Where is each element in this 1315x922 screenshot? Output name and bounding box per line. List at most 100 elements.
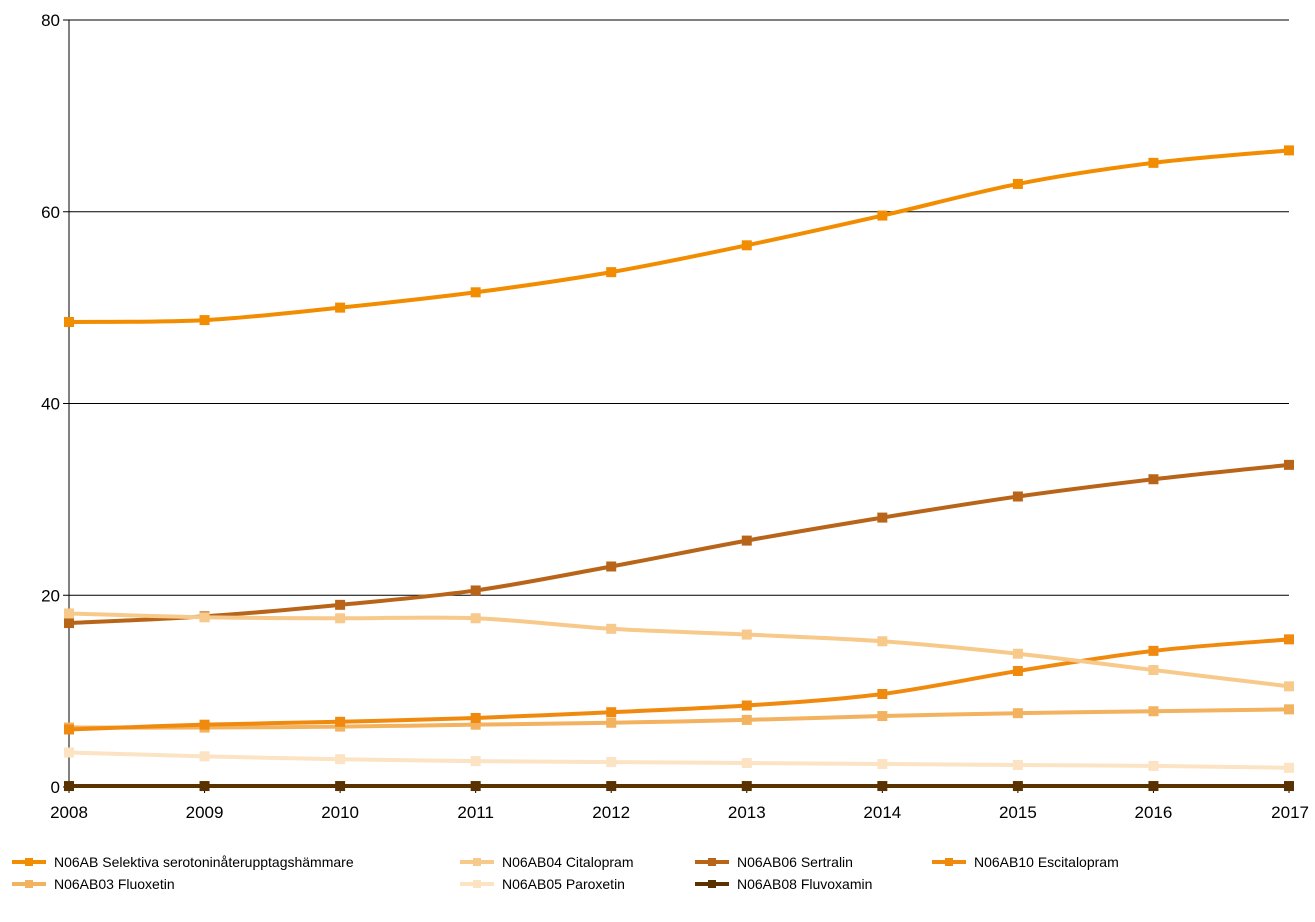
grid-lines	[69, 19, 1289, 596]
data-point	[335, 302, 346, 313]
data-point	[1148, 781, 1159, 792]
series-6	[64, 781, 1294, 792]
data-point	[64, 781, 74, 792]
data-point	[1148, 474, 1159, 485]
x-tick-label: 2008	[50, 803, 88, 822]
legend-marker	[708, 880, 716, 888]
data-point	[741, 700, 752, 711]
y-tick-label: 40	[41, 395, 60, 414]
legend-marker	[473, 858, 481, 866]
data-point	[1284, 634, 1294, 645]
legend-item: N06AB05 Paroxetin	[460, 876, 625, 892]
data-point	[335, 599, 346, 610]
data-point	[64, 724, 74, 735]
series-0	[64, 145, 1294, 328]
data-point	[877, 512, 888, 523]
series-line	[67, 637, 1291, 732]
legend-item: N06AB04 Citalopram	[460, 854, 634, 870]
y-tick-label: 80	[41, 11, 60, 30]
data-point	[335, 613, 346, 624]
data-point	[470, 719, 481, 730]
legend-label: N06AB04 Citalopram	[502, 854, 634, 870]
x-tick-label: 2010	[321, 803, 359, 822]
x-tick-label: 2015	[999, 803, 1037, 822]
legend-label: N06AB08 Fluvoxamin	[737, 876, 872, 892]
data-point	[877, 689, 888, 700]
x-tick-label: 2017	[1271, 803, 1309, 822]
data-point	[470, 712, 481, 723]
legend-label: N06AB03 Fluoxetin	[54, 876, 175, 892]
legend-marker	[945, 858, 953, 866]
data-point	[741, 758, 752, 769]
data-point	[1148, 157, 1159, 168]
data-point	[741, 781, 752, 792]
y-tick-label: 60	[41, 203, 60, 222]
series-line	[67, 148, 1291, 325]
axes: 0 20 40 60 80 2008 2009 2010 2011 2012 2013 2014 201…	[41, 11, 1309, 822]
data-point	[606, 623, 617, 634]
x-tick-label: 2011	[457, 803, 494, 822]
data-point	[1284, 704, 1294, 715]
data-point	[741, 535, 752, 546]
legend-label: N06AB10 Escitalopram	[974, 854, 1119, 870]
data-point	[199, 781, 210, 792]
series-line	[67, 462, 1291, 626]
data-point	[199, 612, 210, 623]
data-point	[1148, 706, 1159, 717]
data-point	[877, 758, 888, 769]
legend-item: N06AB06 Sertralin	[695, 854, 853, 870]
data-point	[1148, 760, 1159, 771]
data-point	[877, 711, 888, 722]
data-point	[64, 618, 74, 629]
data-point	[1284, 781, 1294, 792]
legend-item: N06AB08 Fluvoxamin	[695, 876, 872, 892]
series-lines	[64, 145, 1294, 792]
data-point	[606, 707, 617, 718]
x-tick-label: 2013	[728, 803, 766, 822]
data-point	[1012, 759, 1023, 770]
x-tick-label: 2014	[863, 803, 901, 822]
y-tick-label: 0	[51, 778, 60, 797]
data-point	[606, 561, 617, 572]
legend-item: N06AB03 Fluoxetin	[12, 876, 175, 892]
data-point	[335, 754, 346, 765]
data-point	[1284, 459, 1294, 470]
data-point	[606, 757, 617, 768]
data-point	[606, 717, 617, 728]
data-point	[1012, 491, 1023, 502]
data-point	[470, 756, 481, 767]
x-tick-label: 2009	[186, 803, 224, 822]
series-line	[67, 750, 1291, 770]
data-point	[470, 781, 481, 792]
legend-marker	[25, 880, 33, 888]
data-point	[64, 317, 74, 328]
data-point	[335, 781, 346, 792]
data-point	[1284, 681, 1294, 692]
legend-label: N06AB Selektiva serotoninåterupptagshämm…	[54, 854, 354, 870]
data-point	[1284, 145, 1294, 156]
data-point	[606, 781, 617, 792]
data-point	[64, 608, 74, 619]
legend-marker	[708, 858, 716, 866]
series-2	[64, 459, 1294, 629]
series-1	[64, 608, 1294, 692]
data-point	[1012, 665, 1023, 676]
legend: N06AB Selektiva serotoninåterupptagshämm…	[12, 854, 1119, 892]
data-point	[1148, 645, 1159, 656]
data-point	[335, 716, 346, 727]
data-point	[877, 636, 888, 647]
data-point	[199, 315, 210, 326]
data-point	[470, 287, 481, 298]
series-line	[67, 611, 1291, 689]
legend-item: N06AB10 Escitalopram	[932, 854, 1119, 870]
legend-item: N06AB Selektiva serotoninåterupptagshämm…	[12, 854, 354, 870]
legend-marker	[25, 858, 33, 866]
data-point	[1284, 762, 1294, 773]
data-point	[199, 719, 210, 730]
data-point	[877, 210, 888, 221]
data-point	[470, 613, 481, 624]
data-point	[1012, 648, 1023, 659]
legend-label: N06AB05 Paroxetin	[502, 876, 625, 892]
data-point	[606, 267, 617, 278]
